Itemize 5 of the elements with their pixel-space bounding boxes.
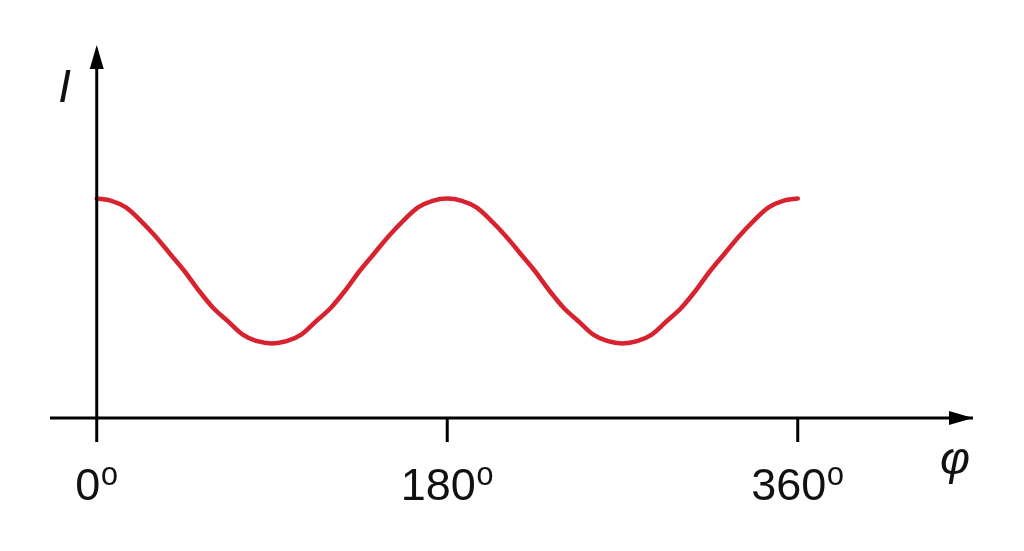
x-tick-label: 360⁰	[751, 459, 845, 510]
y-axis-title: I	[58, 60, 72, 112]
x-tick-label: 180⁰	[400, 459, 494, 510]
x-tick-label: 0⁰	[75, 459, 119, 510]
x-axis-title: φ	[939, 432, 971, 484]
